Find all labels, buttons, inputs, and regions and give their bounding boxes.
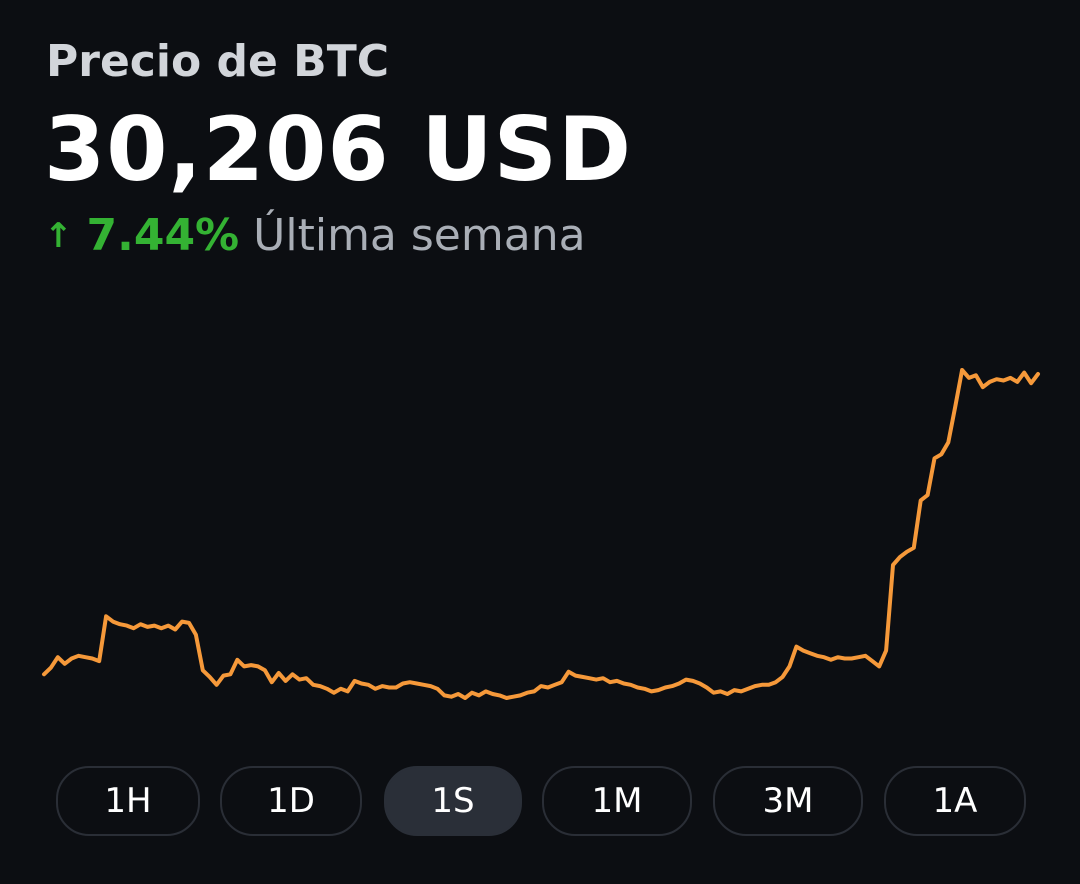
current-price: 30,206 USD <box>44 98 633 201</box>
range-button-1s[interactable]: 1S <box>384 766 522 836</box>
page-title: Precio de BTC <box>46 36 389 87</box>
price-change: ↑ 7.44% Última semana <box>44 208 586 264</box>
price-chart <box>42 368 1040 700</box>
change-percent: 7.44% <box>86 210 240 261</box>
arrow-up-icon: ↑ <box>44 216 73 256</box>
change-period: Última semana <box>253 210 586 261</box>
range-button-3m[interactable]: 3M <box>713 766 863 836</box>
range-button-1m[interactable]: 1M <box>542 766 692 836</box>
range-button-1h[interactable]: 1H <box>56 766 200 836</box>
price-series-line <box>42 368 1040 700</box>
time-range-selector: 1H 1D 1S 1M 3M 1A <box>56 766 1026 836</box>
range-button-1a[interactable]: 1A <box>884 766 1026 836</box>
range-button-1d[interactable]: 1D <box>220 766 362 836</box>
